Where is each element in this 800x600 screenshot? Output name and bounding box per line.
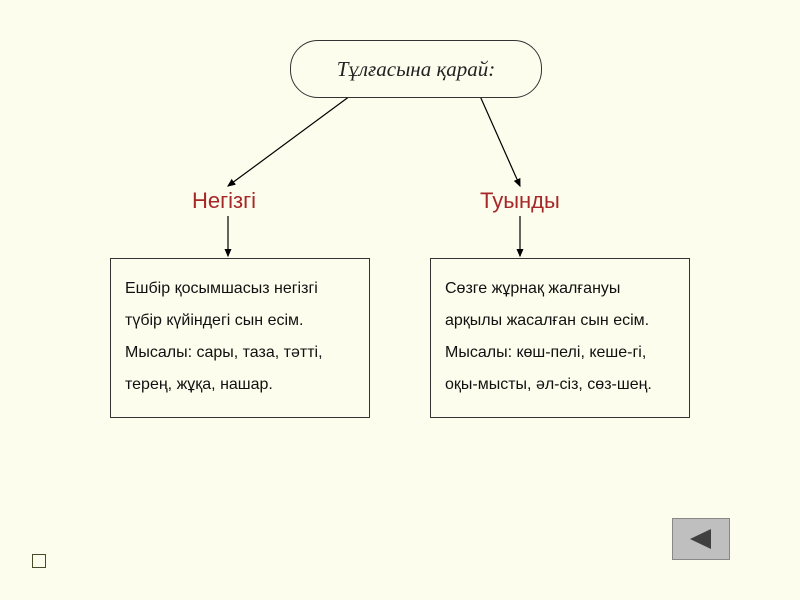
- diagram-canvas: Тұлғасына қарай: Негізгі Туынды Ешбір қо…: [0, 0, 800, 600]
- root-node: Тұлғасына қарай:: [290, 40, 542, 98]
- description-box-right: Сөзге жұрнақ жалғануы арқылы жасалған сы…: [430, 258, 690, 418]
- branch-label-left: Негізгі: [192, 188, 256, 214]
- back-triangle-icon: [687, 527, 715, 551]
- root-label: Тұлғасына қарай:: [337, 57, 496, 82]
- corner-decoration: [32, 554, 46, 568]
- description-box-left: Ешбір қосымшасыз негізгі түбір күйіндегі…: [110, 258, 370, 418]
- description-text-right: Сөзге жұрнақ жалғануы арқылы жасалған сы…: [445, 273, 675, 401]
- description-text-left: Ешбір қосымшасыз негізгі түбір күйіндегі…: [125, 273, 355, 401]
- branch-label-right: Туынды: [480, 188, 560, 214]
- back-button[interactable]: [672, 518, 730, 560]
